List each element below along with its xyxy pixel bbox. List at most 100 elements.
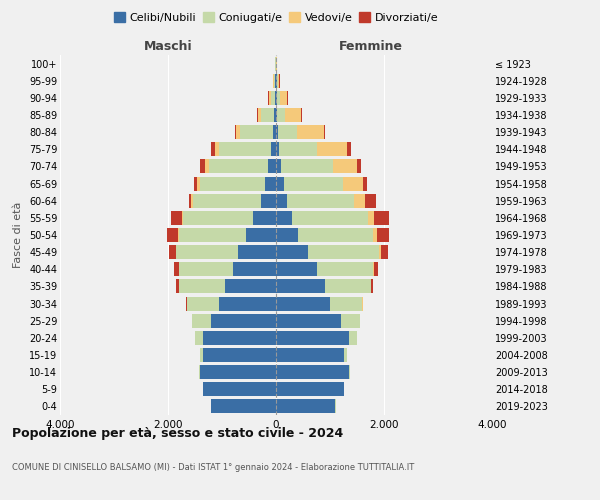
Bar xyxy=(374,211,389,225)
Bar xyxy=(225,280,276,293)
Bar xyxy=(287,194,354,207)
Bar xyxy=(379,245,381,259)
Bar xyxy=(278,125,297,139)
Bar xyxy=(277,91,280,105)
Bar xyxy=(276,74,277,88)
Bar xyxy=(276,245,308,259)
Bar xyxy=(276,331,349,345)
Bar xyxy=(297,125,324,139)
Bar xyxy=(371,280,373,293)
Bar xyxy=(281,160,332,173)
Bar xyxy=(308,245,379,259)
Bar xyxy=(194,176,197,190)
Text: Femmine: Femmine xyxy=(339,40,403,52)
Bar xyxy=(373,262,374,276)
Text: COMUNE DI CINISELLO BALSAMO (MI) - Dati ISTAT 1° gennaio 2024 - Elaborazione TUT: COMUNE DI CINISELLO BALSAMO (MI) - Dati … xyxy=(12,462,414,471)
Bar xyxy=(330,296,362,310)
Bar xyxy=(195,331,203,345)
Bar xyxy=(200,176,265,190)
Bar xyxy=(276,125,278,139)
Bar xyxy=(284,176,343,190)
Bar xyxy=(365,194,376,207)
Bar xyxy=(276,348,343,362)
Bar xyxy=(276,400,335,413)
Bar xyxy=(277,108,285,122)
Bar xyxy=(167,228,178,242)
Bar xyxy=(187,296,220,310)
Bar xyxy=(364,176,367,190)
Bar xyxy=(186,296,187,310)
Bar xyxy=(211,142,215,156)
Bar xyxy=(182,211,253,225)
Bar xyxy=(362,296,364,310)
Bar xyxy=(368,211,374,225)
Bar xyxy=(179,228,247,242)
Bar xyxy=(197,176,200,190)
Bar xyxy=(377,228,389,242)
Bar xyxy=(276,160,281,173)
Bar xyxy=(276,228,298,242)
Bar xyxy=(176,280,179,293)
Bar xyxy=(374,262,378,276)
Bar xyxy=(211,314,276,328)
Bar xyxy=(276,296,330,310)
Bar xyxy=(275,91,276,105)
Bar xyxy=(357,160,361,173)
Bar xyxy=(203,382,276,396)
Bar xyxy=(268,160,276,173)
Bar xyxy=(203,331,276,345)
Bar xyxy=(200,365,276,379)
Bar xyxy=(261,194,276,207)
Bar xyxy=(220,142,271,156)
Bar xyxy=(253,211,276,225)
Bar xyxy=(276,280,325,293)
Bar xyxy=(276,365,349,379)
Bar xyxy=(317,262,373,276)
Bar xyxy=(179,262,233,276)
Bar xyxy=(292,211,368,225)
Bar xyxy=(203,348,276,362)
Bar xyxy=(205,160,209,173)
Bar xyxy=(343,176,364,190)
Bar xyxy=(317,142,347,156)
Bar xyxy=(169,245,176,259)
Bar xyxy=(276,176,284,190)
Bar xyxy=(189,194,191,207)
Bar xyxy=(200,160,205,173)
Bar xyxy=(176,245,238,259)
Bar xyxy=(349,331,357,345)
Bar xyxy=(276,314,341,328)
Bar xyxy=(199,365,200,379)
Bar xyxy=(215,142,220,156)
Bar xyxy=(271,91,275,105)
Bar xyxy=(235,125,236,139)
Bar xyxy=(233,262,276,276)
Bar xyxy=(174,262,179,276)
Bar xyxy=(276,108,277,122)
Bar xyxy=(285,108,301,122)
Bar xyxy=(220,296,276,310)
Bar xyxy=(241,125,273,139)
Y-axis label: Anni di nascita: Anni di nascita xyxy=(598,196,600,274)
Bar xyxy=(274,74,275,88)
Text: Popolazione per età, sesso e stato civile - 2024: Popolazione per età, sesso e stato civil… xyxy=(12,428,343,440)
Bar xyxy=(343,348,347,362)
Bar xyxy=(381,245,388,259)
Bar xyxy=(279,142,317,156)
Bar xyxy=(347,142,351,156)
Bar xyxy=(349,365,350,379)
Bar xyxy=(211,400,276,413)
Bar xyxy=(276,211,292,225)
Bar xyxy=(257,108,261,122)
Bar xyxy=(238,245,276,259)
Bar xyxy=(271,142,276,156)
Y-axis label: Fasce di età: Fasce di età xyxy=(13,202,23,268)
Bar xyxy=(332,160,357,173)
Bar xyxy=(325,280,371,293)
Legend: Celibi/Nubili, Coniugati/e, Vedovi/e, Divorziati/e: Celibi/Nubili, Coniugati/e, Vedovi/e, Di… xyxy=(109,8,443,28)
Bar xyxy=(170,211,182,225)
Bar xyxy=(280,91,287,105)
Bar xyxy=(276,194,287,207)
Bar xyxy=(236,125,241,139)
Bar xyxy=(354,194,365,207)
